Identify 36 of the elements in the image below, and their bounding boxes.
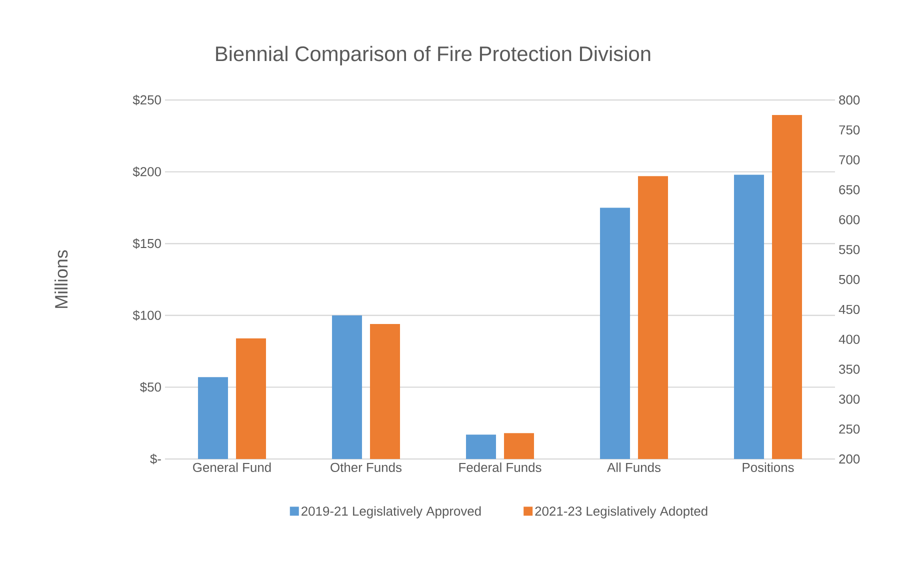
bar	[198, 377, 228, 459]
y2-tick-label: 300	[839, 394, 860, 404]
y-tick-label: $100	[132, 310, 161, 321]
y2-tick-label: 800	[839, 95, 860, 105]
x-tick-label: Positions	[742, 462, 794, 472]
y2-tick-label: 650	[839, 185, 860, 194]
bar	[638, 176, 668, 459]
x-tick-label: Other Funds	[330, 462, 402, 472]
chart-title: Biennial Comparison of Fire Protection Division	[216, 46, 650, 66]
y2-tick-label: 450	[838, 304, 860, 314]
bar	[504, 433, 534, 459]
y-tick-label: $200	[132, 166, 161, 178]
x-tick-label: Federal Funds	[459, 462, 542, 472]
y2-tick-label: 600	[839, 215, 860, 224]
y-tick-label: $250	[132, 94, 161, 106]
bar	[600, 208, 630, 459]
y2-tick-label: 200	[839, 454, 860, 464]
y-tick-label: $-	[150, 454, 161, 464]
bar	[332, 315, 362, 459]
y2-tick-label: 750	[839, 125, 860, 134]
legend-label: 2021-23 Legislatively Adopted	[535, 506, 708, 518]
y2-tick-label: 400	[838, 334, 860, 344]
y-tick-label: $150	[132, 238, 161, 249]
x-tick-label: All Funds	[607, 462, 661, 472]
bar	[466, 434, 496, 459]
y-tick-label: $50	[140, 382, 161, 392]
y-axis-title: Millions	[54, 250, 68, 308]
y2-tick-label: 550	[839, 244, 860, 254]
y2-tick-label: 700	[839, 155, 860, 164]
y2-tick-label: 500	[839, 274, 860, 284]
x-tick-label: General Fund	[193, 462, 271, 472]
legend-label: 2019-21 Legislatively Approved	[302, 506, 481, 518]
y2-tick-label: 350	[839, 364, 860, 374]
bar	[236, 338, 266, 459]
bar	[370, 324, 400, 459]
y2-tick-label: 250	[839, 424, 860, 434]
